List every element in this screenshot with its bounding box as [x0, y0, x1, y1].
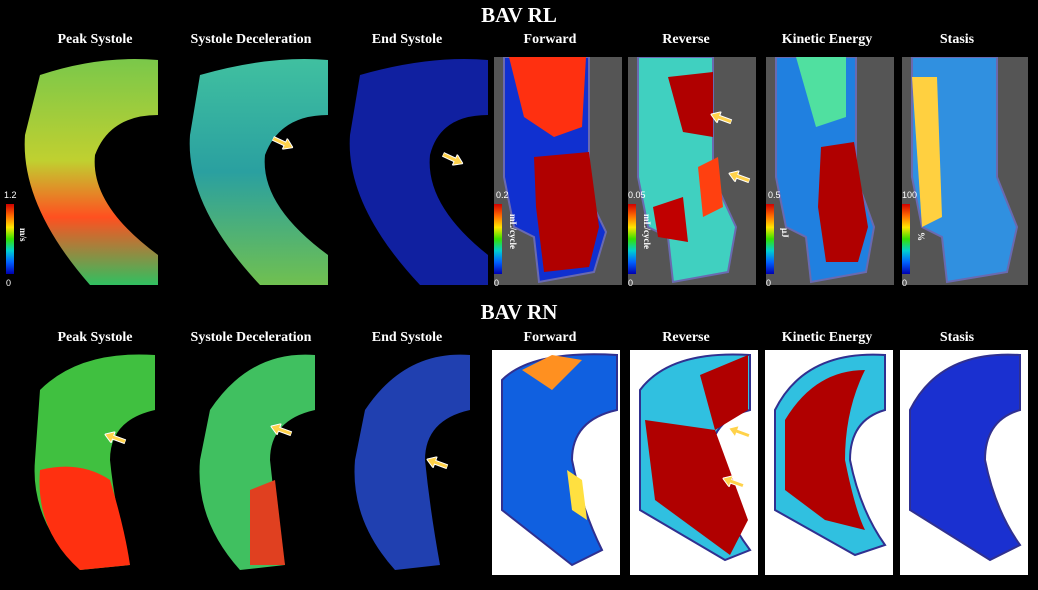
row1-kinetic-energy-colorbar-unit: μJ [780, 228, 790, 238]
row1-velocity-colorbar [6, 204, 14, 274]
row2-label-end-systole: End Systole [371, 330, 443, 345]
row1-peak-systole-streamlines [0, 55, 160, 285]
row1-velocity-colorbar-max: 1.2 [4, 190, 17, 200]
row1-kinetic-energy-colorbar [766, 204, 774, 274]
row2-end-systole-arrow-icon [425, 455, 449, 470]
row1-reverse-colorbar-unit: mL/cycle [642, 214, 652, 249]
row2-reverse-arrow-2-icon [721, 474, 745, 489]
row1-reverse-map [628, 57, 756, 285]
row1-systole-deceleration-arrow-icon [271, 135, 294, 150]
row2-label-kinetic-energy: Kinetic Energy [781, 330, 873, 345]
row2-systole-deceleration-streamlines [190, 350, 330, 575]
row1-label-kinetic-energy: Kinetic Energy [781, 32, 873, 47]
row1-label-peak-systole: Peak Systole [57, 32, 133, 47]
row1-label-end-systole: End Systole [371, 32, 443, 47]
row1-forward-colorbar-unit: mL/cycle [508, 214, 518, 249]
row2-forward-map [492, 350, 620, 575]
row1-velocity-colorbar-unit: m/s [18, 228, 28, 242]
row2-peak-systole-streamlines [20, 350, 160, 575]
row2-peak-systole-arrow-icon [103, 430, 127, 445]
row1-kinetic-energy-colorbar-min: 0 [766, 278, 772, 288]
row1-stasis-colorbar-max: 100 [902, 190, 918, 200]
row1-end-systole-streamlines [340, 55, 490, 285]
row2-label-peak-systole: Peak Systole [57, 330, 133, 345]
row2-systole-deceleration-arrow-icon [269, 422, 293, 437]
row2-label-systole-deceleration: Systole Deceleration [190, 330, 312, 345]
row2-kinetic-energy-map [765, 350, 893, 575]
row1-reverse-arrow-2-icon [727, 169, 751, 184]
row1-reverse-arrow-1-icon [709, 110, 733, 125]
row1-end-systole-arrow-icon [441, 151, 464, 166]
row2-label-stasis: Stasis [939, 330, 975, 345]
row1-stasis-map [902, 57, 1028, 285]
row1-forward-colorbar-max: 0.2 [496, 190, 509, 200]
row1-stasis-colorbar [902, 204, 910, 274]
row1-reverse-colorbar-max: 0.05 [628, 190, 646, 200]
row1-systole-deceleration-streamlines [170, 55, 330, 285]
row1-forward-colorbar [494, 204, 502, 274]
row2-reverse-arrow-1-icon [727, 424, 751, 439]
row1-forward-colorbar-min: 0 [494, 278, 500, 288]
row1-stasis-colorbar-unit: % [916, 232, 926, 241]
row2-label-reverse: Reverse [662, 330, 710, 345]
row1-title: BAV RL [481, 3, 557, 27]
row2-title: BAV RN [480, 300, 558, 324]
row1-stasis-colorbar-min: 0 [902, 278, 908, 288]
row2-end-systole-streamlines [345, 350, 485, 575]
row1-velocity-colorbar-min: 0 [6, 278, 12, 288]
row1-kinetic-energy-map [766, 57, 894, 285]
row2-reverse-map [630, 350, 758, 575]
row1-label-reverse: Reverse [662, 32, 710, 47]
row1-forward-map [494, 57, 622, 285]
row1-reverse-colorbar-min: 0 [628, 278, 634, 288]
row2-stasis-map [900, 350, 1028, 575]
row1-reverse-colorbar [628, 204, 636, 274]
row1-label-forward: Forward [523, 32, 577, 47]
row1-label-systole-deceleration: Systole Deceleration [190, 32, 312, 47]
row2-label-forward: Forward [523, 330, 577, 345]
row1-label-stasis: Stasis [939, 32, 975, 47]
row1-kinetic-energy-colorbar-max: 0.5 [768, 190, 781, 200]
